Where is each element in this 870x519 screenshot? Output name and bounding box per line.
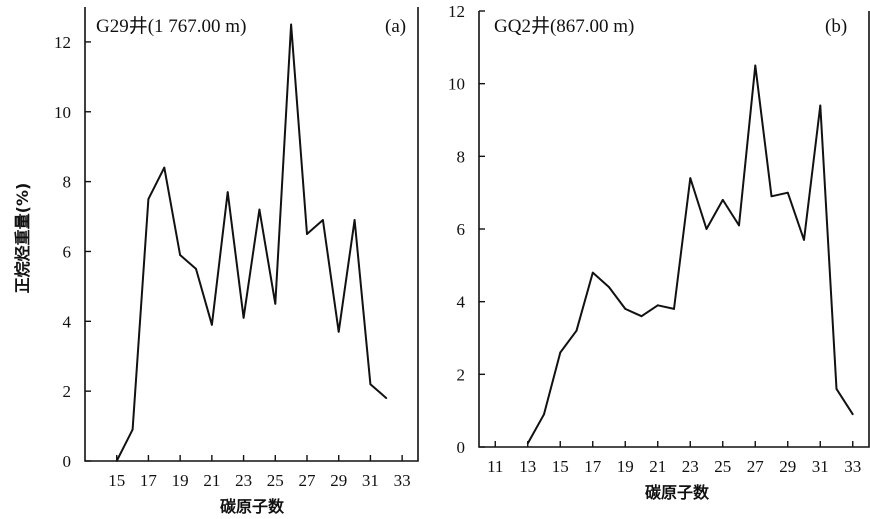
- data-point: [211, 324, 213, 326]
- x-tick-label: 29: [330, 471, 347, 490]
- svg-text:正烷烃重量(%): 正烷烃重量(%): [13, 183, 32, 294]
- data-point: [132, 429, 134, 431]
- data-point: [148, 198, 150, 200]
- x-tick-label: 15: [552, 457, 569, 476]
- panel-b: 0 2 4 6 8 10 12 11 13 15 17 19 21 23 25 27 29 31 33 GQ2井(…: [448, 2, 869, 502]
- panel-a-points: [116, 24, 387, 462]
- x-tick-label: 33: [844, 457, 861, 476]
- panel-a: 0 2 4 6 8 10 12 15 17 19 21 23 25 27 29 31 33 G29井(1 76…: [54, 7, 418, 516]
- x-tick-label: 19: [617, 457, 634, 476]
- data-point: [259, 209, 261, 211]
- data-point: [706, 228, 708, 230]
- data-point: [385, 397, 387, 399]
- y-tick-label: 12: [54, 33, 71, 52]
- y-tick-label: 2: [63, 382, 72, 401]
- data-point: [274, 303, 276, 305]
- data-point: [243, 317, 245, 319]
- data-point: [338, 331, 340, 333]
- y-tick-label: 4: [457, 293, 466, 312]
- data-point: [543, 413, 545, 415]
- y-tick-label: 0: [63, 452, 72, 471]
- data-point: [290, 24, 292, 26]
- data-point: [592, 272, 594, 274]
- x-tick-label: 31: [812, 457, 829, 476]
- data-point: [354, 219, 356, 221]
- data-point: [722, 199, 724, 201]
- x-tick-label: 23: [235, 471, 252, 490]
- data-point: [306, 233, 308, 235]
- x-tick-label: 27: [299, 471, 317, 490]
- panel-b-x-title: 碳原子数: [645, 483, 710, 502]
- y-tick-label: 6: [63, 242, 72, 261]
- data-point: [624, 308, 626, 310]
- panel-b-points: [527, 65, 854, 445]
- x-tick-label: 13: [519, 457, 536, 476]
- data-point: [689, 177, 691, 179]
- x-tick-label: 33: [394, 471, 411, 490]
- y-tick-label: 6: [457, 220, 466, 239]
- x-tick-label: 11: [487, 457, 503, 476]
- panel-b-frame: [479, 11, 869, 447]
- y-tick-label: 10: [448, 75, 465, 94]
- x-tick-label: 17: [140, 471, 158, 490]
- panel-a-tag: (a): [385, 16, 406, 37]
- data-point: [738, 224, 740, 226]
- data-point: [852, 413, 854, 415]
- panel-b-series-line: [528, 66, 853, 444]
- x-tick-label: 21: [649, 457, 666, 476]
- data-point: [771, 195, 773, 197]
- panel-b-tag: (b): [825, 16, 847, 37]
- y-tick-label: 4: [63, 312, 72, 331]
- x-tick-label: 25: [714, 457, 731, 476]
- data-point: [754, 65, 756, 67]
- data-point: [116, 460, 118, 462]
- data-point: [322, 219, 324, 221]
- data-point: [641, 315, 643, 317]
- data-point: [527, 442, 529, 444]
- data-point: [657, 304, 659, 306]
- data-point: [673, 308, 675, 310]
- x-tick-label: 17: [584, 457, 602, 476]
- y-tick-label: 8: [63, 173, 72, 192]
- data-point: [819, 105, 821, 107]
- x-tick-label: 21: [203, 471, 220, 490]
- data-point: [787, 192, 789, 194]
- data-point: [576, 330, 578, 332]
- y-tick-label: 12: [448, 2, 465, 21]
- data-point: [836, 388, 838, 390]
- y-tick-label: 8: [457, 147, 466, 166]
- x-tick-label: 29: [779, 457, 796, 476]
- data-point: [803, 239, 805, 241]
- y-tick-label: 10: [54, 103, 71, 122]
- data-point: [195, 268, 197, 270]
- data-point: [608, 286, 610, 288]
- data-point: [559, 352, 561, 354]
- x-tick-label: 23: [682, 457, 699, 476]
- x-tick-label: 31: [362, 471, 379, 490]
- data-point: [370, 383, 372, 385]
- panel-a-x-title: 碳原子数: [220, 497, 285, 516]
- y-tick-label: 2: [457, 365, 466, 384]
- data-point: [163, 167, 165, 169]
- x-tick-label: 15: [108, 471, 125, 490]
- x-tick-label: 25: [267, 471, 284, 490]
- x-tick-label: 19: [172, 471, 189, 490]
- data-point: [227, 191, 229, 193]
- y-tick-label: 0: [457, 438, 466, 457]
- x-tick-label: 27: [747, 457, 765, 476]
- panel-a-series-line: [117, 25, 387, 462]
- y-axis-title: 正烷烃重量(%): [13, 183, 32, 294]
- data-point: [179, 254, 181, 256]
- panel-b-title: GQ2井(867.00 m): [494, 15, 634, 37]
- panel-a-title: G29井(1 767.00 m): [96, 15, 246, 37]
